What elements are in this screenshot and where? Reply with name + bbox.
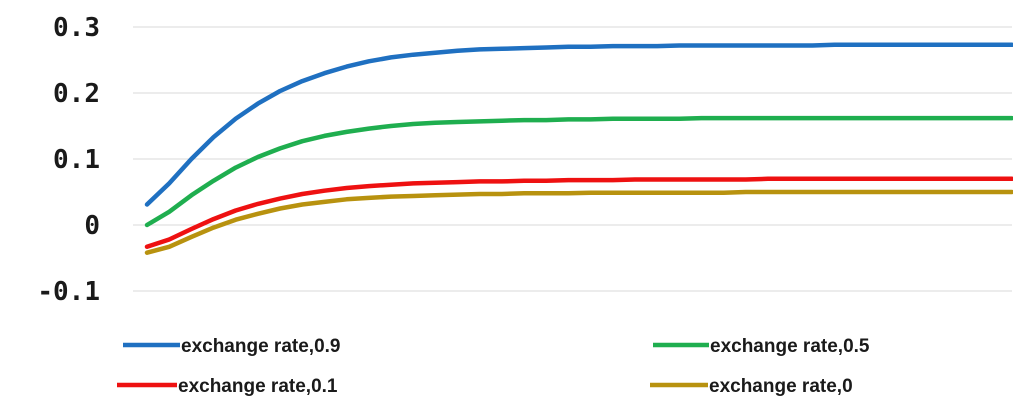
series-line-3: [144, 189, 1013, 255]
y-tick-label: -0.1: [37, 277, 100, 307]
legend-label: exchange rate,0.5: [710, 336, 870, 357]
y-tick-label: 0: [84, 211, 100, 241]
series-line-1: [144, 115, 1013, 228]
y-tick-label: 0.3: [53, 13, 100, 43]
legend-item: exchange rate,0.9: [123, 336, 340, 357]
legend-item: exchange rate,0.1: [117, 376, 338, 397]
legend-item: exchange rate,0.5: [653, 336, 870, 357]
legend-label: exchange rate,0.1: [178, 376, 338, 397]
legend: exchange rate,0.9 exchange rate,0.5 exchan…: [117, 336, 870, 397]
y-tick-label: 0.1: [53, 145, 100, 175]
legend-label: exchange rate,0.9: [181, 336, 340, 357]
series-line-0: [144, 42, 1013, 207]
y-axis-tick-labels: 0.3 0.2 0.1 0 -0.1: [37, 13, 100, 307]
legend-label: exchange rate,0: [709, 376, 853, 397]
legend-item: exchange rate,0: [650, 376, 853, 397]
series-line-2: [144, 176, 1013, 250]
gridlines: [133, 26, 1012, 292]
series-lines: [144, 42, 1013, 255]
y-tick-label: 0.2: [53, 79, 100, 109]
